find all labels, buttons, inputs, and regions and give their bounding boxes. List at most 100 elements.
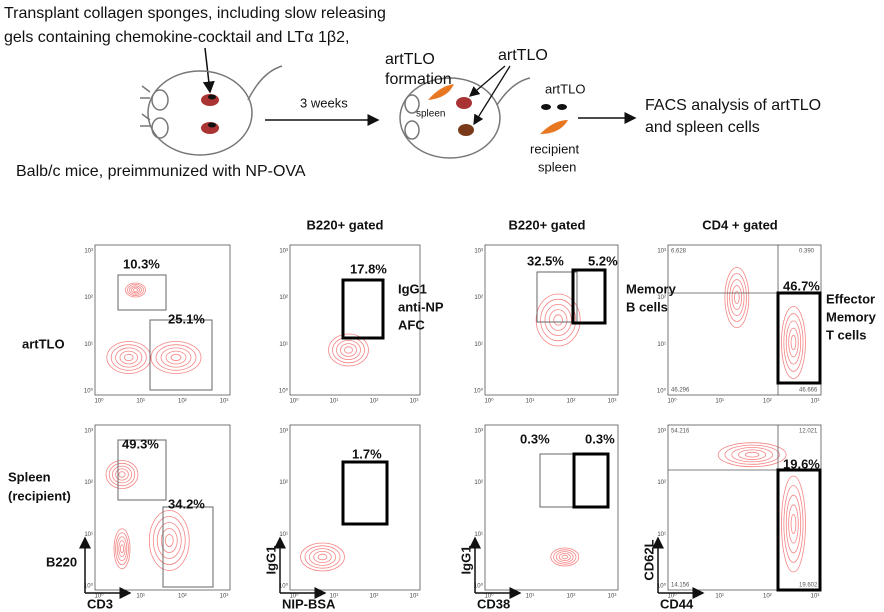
contour — [165, 350, 187, 365]
contour — [731, 447, 773, 463]
contour — [785, 320, 802, 365]
contour — [304, 545, 341, 569]
contour — [788, 504, 799, 544]
x-tick-label: 10³ — [220, 399, 229, 405]
recipient-label: spleen — [538, 159, 576, 174]
contour — [127, 283, 144, 296]
gate — [341, 278, 385, 340]
column-header: B220+ gated — [307, 217, 384, 232]
gate-percent: 0.3% — [520, 431, 550, 446]
contour — [148, 510, 190, 571]
y-tick-label: 10³ — [84, 429, 93, 435]
pointer — [473, 65, 511, 126]
y-tick-label: 10⁰ — [279, 583, 289, 590]
x-axis-label: NIP-BSA — [282, 596, 336, 611]
contour — [544, 303, 572, 336]
gate-percent: 17.8% — [350, 261, 387, 276]
mouse-drawing — [399, 77, 531, 159]
x-tick-label: 10³ — [410, 594, 419, 600]
contour — [125, 282, 146, 298]
y-tick-label: 10³ — [84, 249, 93, 255]
y-tick-label: 10³ — [474, 249, 483, 255]
population-label: Memory — [826, 309, 877, 324]
gate — [571, 268, 607, 325]
contour — [724, 267, 750, 328]
contour — [540, 298, 577, 342]
gate — [117, 274, 167, 311]
contour — [133, 288, 138, 292]
y-tick-label: 10² — [279, 295, 288, 301]
formation-label: artTLO — [385, 51, 435, 68]
contour — [734, 291, 740, 304]
contour — [170, 353, 182, 362]
contour — [332, 336, 365, 364]
gate-percent: 34.2% — [168, 496, 205, 511]
x-tick-label: 10² — [567, 399, 576, 405]
quadrant-value: 14.156 — [671, 583, 690, 589]
contour — [156, 522, 182, 559]
plot-frame — [667, 424, 822, 591]
gate — [117, 439, 167, 501]
y-tick-label: 10¹ — [657, 342, 666, 348]
y-tick-label: 10³ — [657, 249, 666, 255]
y-tick-label: 10⁰ — [657, 388, 667, 395]
contour — [308, 548, 337, 566]
contour — [113, 528, 131, 570]
x-tick-label: 10⁰ — [484, 398, 494, 405]
x-tick-label: 10¹ — [715, 399, 724, 405]
contour — [105, 460, 139, 489]
quadrant-value: 46.296 — [671, 388, 690, 394]
gate-percent: 1.7% — [352, 446, 382, 461]
quadrant-value: 19.602 — [799, 583, 818, 589]
contour — [783, 485, 804, 563]
population-label: anti-NP — [398, 299, 444, 314]
x-tick-label: 10² — [178, 594, 187, 600]
plot-frame — [94, 244, 231, 396]
y-tick-label: 10² — [84, 295, 93, 301]
analysis-label: FACS analysis of artTLO — [645, 97, 821, 114]
contour — [553, 314, 563, 326]
x-tick-label: 10³ — [811, 399, 820, 405]
contour — [781, 475, 806, 573]
contour — [155, 344, 197, 371]
contour — [164, 534, 174, 547]
contour — [788, 327, 799, 358]
contour — [717, 442, 787, 468]
y-tick-label: 10² — [474, 480, 483, 486]
y-tick-label: 10² — [657, 480, 666, 486]
y-axis-label: IgG1 — [263, 546, 278, 575]
plot-frame — [484, 424, 619, 591]
gate — [162, 506, 214, 588]
gate — [341, 460, 389, 526]
contour — [729, 279, 745, 316]
plot-frame — [289, 424, 421, 591]
spleen-label: spleen — [416, 109, 445, 120]
y-axis-label: CD62L — [641, 539, 656, 580]
quadrant-value: 46.666 — [799, 388, 818, 394]
contour — [790, 514, 797, 535]
y-tick-label: 10¹ — [84, 342, 93, 348]
pointer — [469, 65, 506, 97]
x-tick-label: 10² — [370, 399, 379, 405]
contour — [317, 553, 328, 561]
y-tick-label: 10¹ — [84, 532, 93, 538]
x-tick-label: 10⁰ — [289, 398, 299, 405]
spleen-icon — [540, 120, 568, 134]
instruction: gels containing chemokine-cocktail and L… — [4, 29, 349, 46]
x-tick-label: 10⁰ — [667, 593, 677, 600]
x-tick-label: 10² — [567, 594, 576, 600]
x-axis-label: CD38 — [477, 596, 510, 611]
recipient-label: recipient — [530, 141, 580, 156]
instruction: Transplant collagen sponges, including s… — [4, 5, 386, 22]
sponge — [456, 97, 472, 109]
x-tick-label: 10³ — [608, 594, 617, 600]
x-tick-label: 10¹ — [526, 594, 535, 600]
gate — [149, 319, 213, 391]
contour — [328, 333, 369, 367]
x-tick-label: 10¹ — [526, 399, 535, 405]
contour — [724, 444, 780, 465]
quadrant-value: 12.021 — [799, 429, 818, 435]
population-label: Memory — [626, 281, 677, 296]
gate — [539, 453, 575, 508]
